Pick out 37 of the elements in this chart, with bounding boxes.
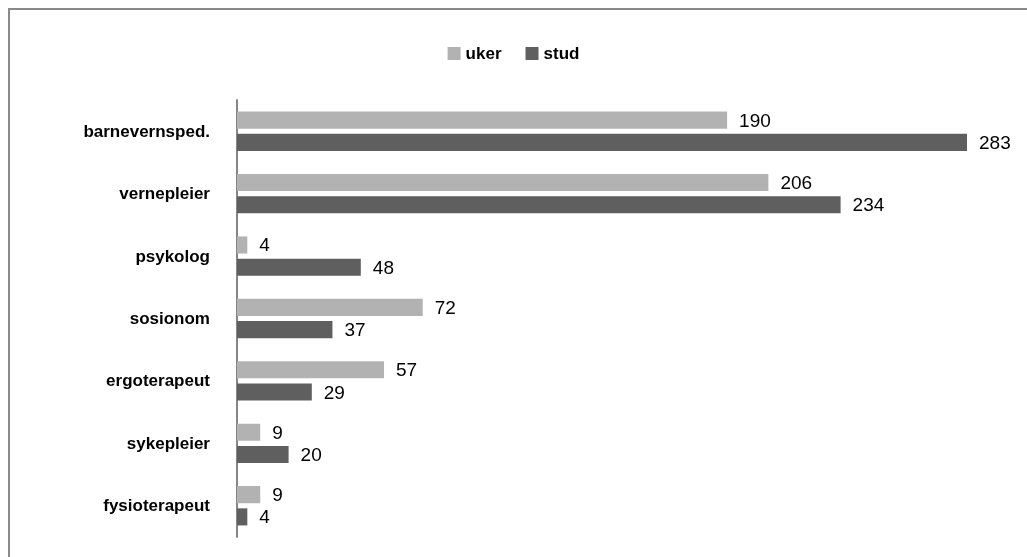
data-label: 57	[396, 359, 418, 381]
bar	[237, 423, 261, 441]
y-tick-label: sykepleier	[126, 433, 211, 453]
bar	[237, 361, 385, 379]
bar	[237, 196, 841, 214]
data-label: 234	[852, 194, 885, 216]
data-label: 4	[259, 506, 271, 528]
data-label: 206	[780, 172, 813, 194]
y-tick-label: vernepleier	[119, 184, 211, 204]
bar	[237, 173, 769, 192]
y-tick-label: barnevernsped.	[83, 121, 210, 141]
legend-label: uker	[465, 44, 502, 63]
data-label: 29	[323, 381, 345, 403]
bar	[237, 111, 728, 129]
bar	[237, 383, 312, 401]
bar	[237, 321, 333, 339]
data-label: 20	[300, 443, 322, 465]
data-label: 190	[739, 109, 771, 131]
y-tick-label: ergoterapeut	[106, 371, 211, 391]
legend-label: stud	[543, 44, 580, 63]
bar	[237, 445, 289, 464]
bar	[237, 298, 423, 316]
data-label: 4	[259, 234, 271, 256]
bar	[237, 236, 248, 254]
y-tick-label: fysioterapeut	[103, 496, 211, 516]
y-tick-label: sosionom	[129, 309, 210, 328]
data-label: 37	[344, 319, 366, 341]
data-label: 283	[979, 131, 1011, 153]
bar	[237, 133, 967, 151]
bar	[237, 486, 261, 504]
data-label: 9	[272, 421, 283, 443]
bar	[237, 508, 248, 526]
data-label: 9	[272, 484, 283, 506]
y-tick-label: psykolog	[135, 246, 210, 266]
bar	[237, 258, 361, 276]
data-label: 72	[434, 296, 456, 318]
data-label: 48	[372, 256, 394, 278]
